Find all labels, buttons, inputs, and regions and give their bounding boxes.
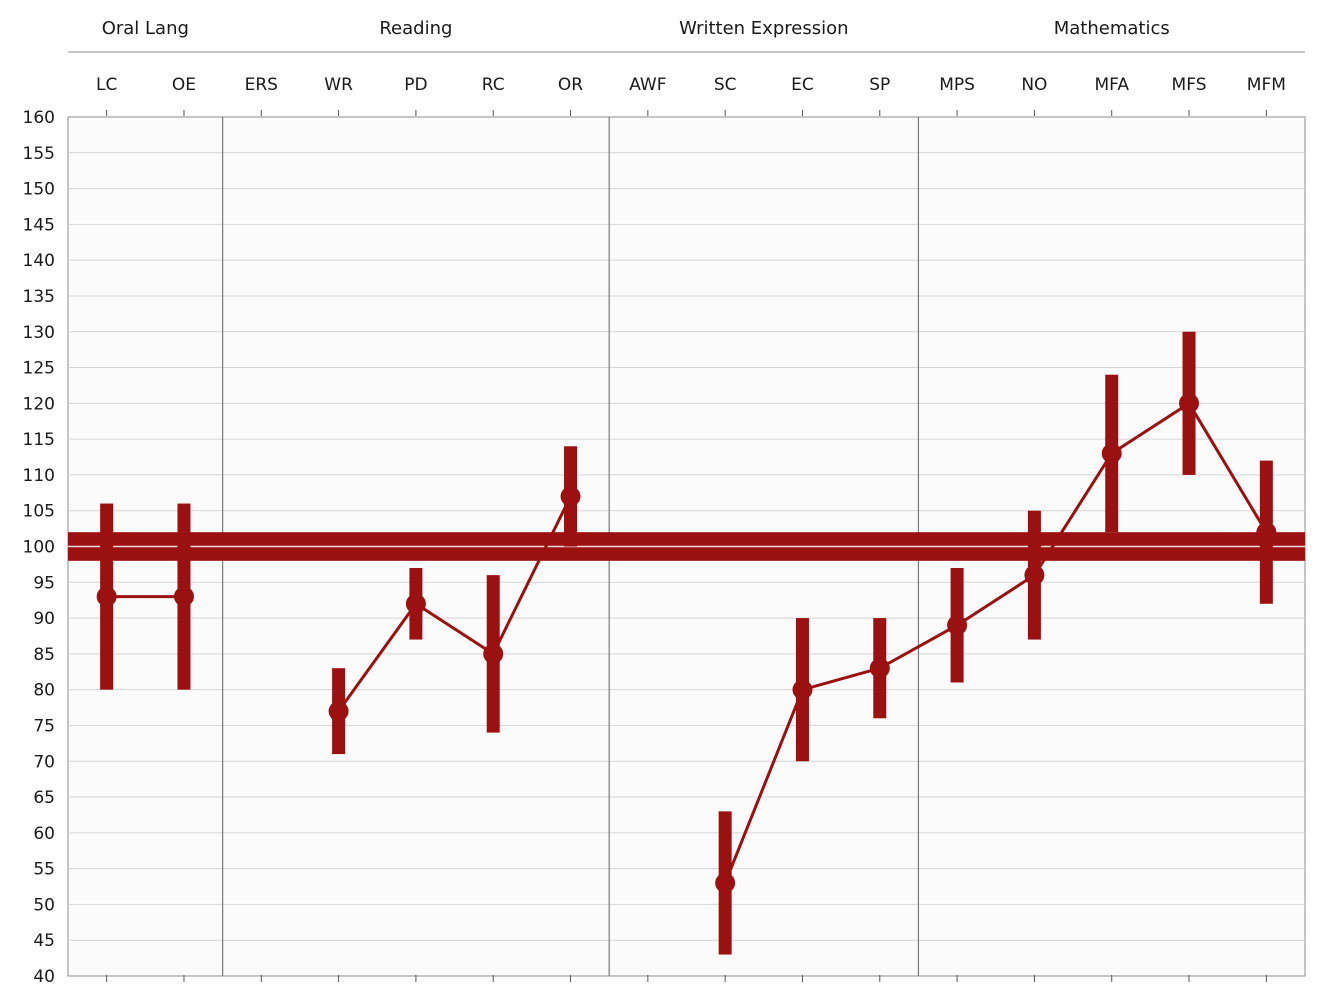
x-tick-label-SP: SP bbox=[869, 75, 890, 95]
x-tick-label-PD: PD bbox=[404, 75, 427, 95]
group-label-1: Reading bbox=[379, 18, 452, 39]
y-tick-label-65: 65 bbox=[33, 788, 55, 808]
data-point-MFS bbox=[1179, 393, 1200, 414]
y-tick-label-55: 55 bbox=[33, 860, 55, 880]
y-tick-label-140: 140 bbox=[23, 251, 55, 271]
y-tick-label-45: 45 bbox=[33, 931, 55, 951]
x-tick-label-AWF: AWF bbox=[629, 75, 666, 95]
series-line-segment-MFA-MFS bbox=[1110, 402, 1190, 455]
y-tick-label-95: 95 bbox=[33, 573, 55, 593]
x-tick-label-NO: NO bbox=[1021, 75, 1047, 95]
data-point-MPS bbox=[947, 615, 968, 636]
series-line-segment-MFS-MFM bbox=[1187, 402, 1268, 533]
series-line-segment-EC-SP bbox=[802, 666, 881, 692]
data-point-MFA bbox=[1101, 443, 1122, 464]
y-tick-label-75: 75 bbox=[33, 716, 55, 736]
x-tick-label-ERS: ERS bbox=[245, 75, 278, 95]
x-tick-label-EC: EC bbox=[791, 75, 814, 95]
data-point-SC bbox=[715, 872, 736, 893]
x-tick-label-MFM: MFM bbox=[1247, 75, 1286, 95]
y-tick-label-160: 160 bbox=[23, 108, 55, 128]
x-tick-label-OE: OE bbox=[172, 75, 196, 95]
x-tick-label-LC: LC bbox=[96, 75, 117, 95]
y-tick-label-155: 155 bbox=[23, 144, 55, 164]
group-label-3: Mathematics bbox=[1054, 18, 1170, 39]
data-point-LC bbox=[96, 586, 117, 607]
data-point-RC bbox=[483, 643, 504, 664]
x-tick-label-SC: SC bbox=[714, 75, 737, 95]
y-tick-label-120: 120 bbox=[23, 394, 55, 414]
y-tick-label-130: 130 bbox=[23, 323, 55, 343]
x-tick-label-MPS: MPS bbox=[939, 75, 975, 95]
series-line-segment-SP-MPS bbox=[879, 623, 958, 670]
y-tick-label-85: 85 bbox=[33, 645, 55, 665]
series-line-segment-WR-PD bbox=[337, 602, 418, 713]
data-point-OR bbox=[560, 486, 581, 507]
y-tick-label-40: 40 bbox=[33, 967, 55, 987]
y-tick-label-135: 135 bbox=[23, 287, 55, 307]
group-label-2: Written Expression bbox=[679, 18, 848, 39]
x-tick-label-OR: OR bbox=[558, 75, 583, 95]
x-tick-label-MFA: MFA bbox=[1094, 75, 1129, 95]
y-tick-label-145: 145 bbox=[23, 215, 55, 235]
series-line-segment-SC-EC bbox=[723, 689, 804, 884]
series-line-segment-MPS-NO bbox=[956, 573, 1036, 627]
y-tick-label-90: 90 bbox=[33, 609, 55, 629]
y-tick-label-60: 60 bbox=[33, 824, 55, 844]
data-point-SP bbox=[869, 658, 890, 679]
data-point-PD bbox=[405, 593, 426, 614]
y-tick-label-70: 70 bbox=[33, 752, 55, 772]
data-point-OE bbox=[173, 586, 194, 607]
series-line-segment-RC-OR bbox=[491, 495, 572, 655]
data-point-WR bbox=[328, 701, 349, 722]
x-tick-label-MFS: MFS bbox=[1172, 75, 1207, 95]
y-tick-label-125: 125 bbox=[23, 359, 55, 379]
y-tick-label-50: 50 bbox=[33, 895, 55, 915]
y-tick-label-80: 80 bbox=[33, 681, 55, 701]
data-point-MFM bbox=[1256, 522, 1277, 543]
y-tick-label-100: 100 bbox=[23, 538, 55, 558]
group-label-0: Oral Lang bbox=[102, 18, 189, 39]
data-point-NO bbox=[1024, 565, 1045, 586]
y-tick-label-110: 110 bbox=[23, 466, 55, 486]
series-line-segment-PD-RC bbox=[415, 602, 495, 656]
data-point-EC bbox=[792, 679, 813, 700]
y-tick-label-115: 115 bbox=[23, 430, 55, 450]
x-tick-label-RC: RC bbox=[482, 75, 505, 95]
y-tick-label-150: 150 bbox=[23, 180, 55, 200]
x-tick-label-WR: WR bbox=[324, 75, 353, 95]
y-tick-label-105: 105 bbox=[23, 502, 55, 522]
series-line-segment-NO-MFA bbox=[1033, 452, 1113, 576]
